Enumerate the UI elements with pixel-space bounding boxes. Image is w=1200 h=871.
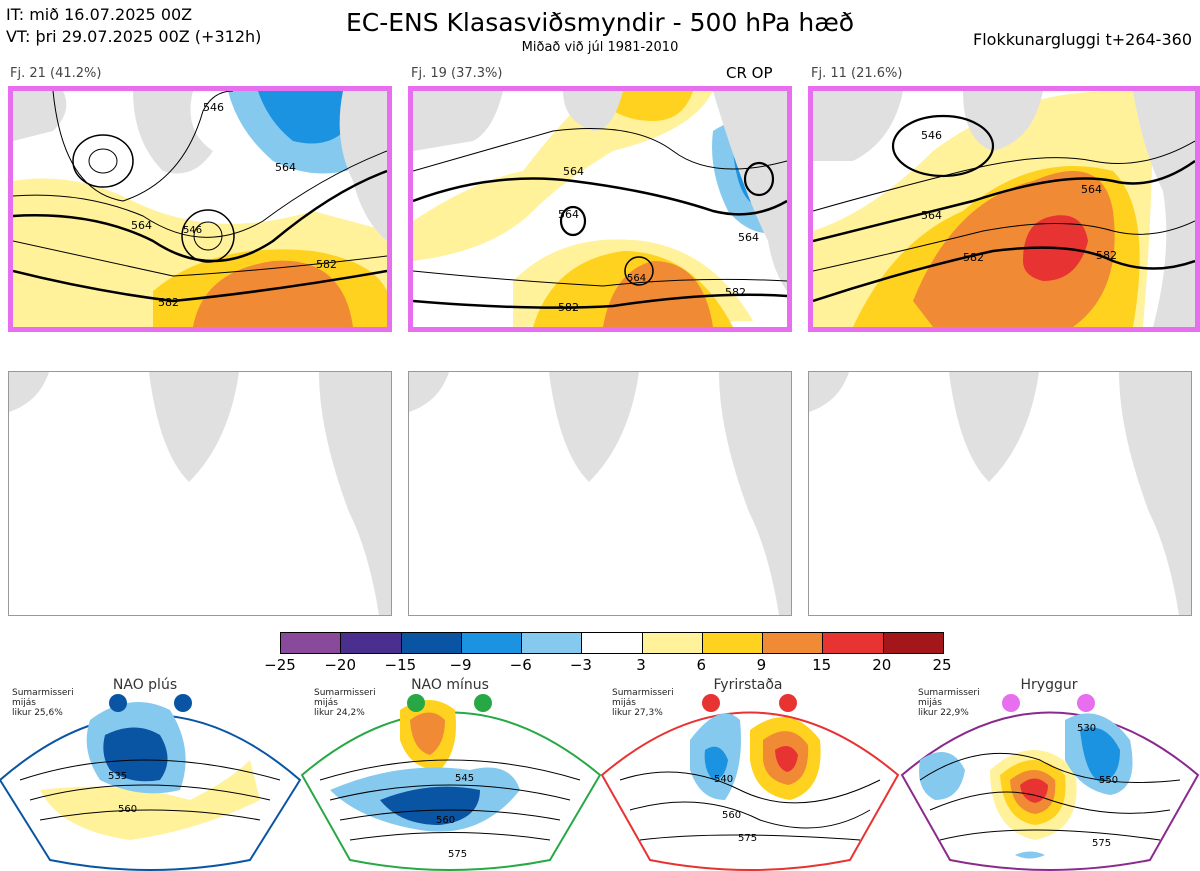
regime-name-blocking: Fyrirstaða: [713, 677, 783, 693]
contour-label: 564: [275, 161, 296, 174]
colorbar-swatch: [823, 633, 884, 653]
colorbar-tick-label: 25: [932, 656, 952, 674]
colorbar-tick-label: 20: [872, 656, 892, 674]
contour-label: 546: [203, 101, 224, 114]
regime-dot: [1002, 694, 1020, 712]
empty-map-1: [8, 371, 392, 616]
colorbar-tick-label: −9: [449, 656, 472, 674]
colorbar-tick-label: −3: [569, 656, 592, 674]
regime-nao-minus: 545 560 575: [300, 694, 602, 871]
colorbar-swatch: [461, 633, 523, 653]
contour-label: 582: [963, 251, 984, 264]
header-init-times: IT: mið 16.07.2025 00Z VT: þri 29.07.202…: [6, 4, 261, 48]
empty-map-2: [408, 371, 792, 616]
regime-info-ridge: Sumarmisseri mijás likur 22,9%: [918, 688, 980, 718]
contour-label: 564: [558, 208, 579, 221]
contour-label: 564: [563, 165, 584, 178]
regime-info-blocking: Sumarmisseri mijás likur 27,3%: [612, 688, 674, 718]
contour-label: 560: [436, 815, 455, 826]
contour-label: 564: [921, 209, 942, 222]
contour-label: 530: [1077, 723, 1096, 734]
contour-label: 575: [448, 849, 467, 860]
colorbar-tick-label: −15: [384, 656, 417, 674]
contour-label: 564: [131, 219, 152, 232]
contour-label: 564: [738, 231, 759, 244]
colorbar-swatch: [582, 633, 643, 653]
regime-ridge: 530 550 575: [900, 694, 1200, 871]
regime-dot: [702, 694, 720, 712]
page-subtitle: Miðað við júl 1981-2010: [521, 40, 679, 55]
colorbar-swatch: [401, 633, 462, 653]
contour-label: 560: [118, 804, 137, 815]
colorbar-tick-label: −20: [324, 656, 356, 674]
regime-dot: [1077, 694, 1095, 712]
classification-window: Flokkunargluggi t+264-360: [973, 30, 1192, 49]
regime-name-nao-plus: NAO plús: [112, 677, 178, 693]
regime-name-ridge: Hryggur: [1020, 677, 1078, 693]
regime-blocking: 540 560 575: [600, 694, 900, 871]
colorbar: [280, 632, 944, 654]
colorbar-swatch: [763, 633, 824, 653]
contour-label: 550: [1099, 775, 1118, 786]
regime-dot: [174, 694, 192, 712]
empty-map-3: [808, 371, 1192, 616]
contour-label: 582: [158, 296, 179, 309]
contour-label: 575: [1092, 838, 1111, 849]
contour-label: 582: [316, 258, 337, 271]
contour-label: 535: [108, 771, 127, 782]
regime-info-nao-plus: Sumarmisseri mijás likur 25,6%: [12, 688, 74, 718]
contour-label: 564: [1081, 183, 1102, 196]
panel-2-label: Fj. 19 (37.3%): [411, 66, 503, 81]
contour-label: 582: [1096, 249, 1117, 262]
regime-dot: [779, 694, 797, 712]
regime-dot: [474, 694, 492, 712]
panel-2-op-marker: CR OP: [726, 64, 773, 82]
colorbar-swatch: [281, 633, 342, 653]
contour-label: 545: [455, 773, 474, 784]
regime-name-nao-minus: NAO mínus: [411, 677, 489, 693]
page-title: EC-ENS Klasasviðsmyndir - 500 hPa hæð: [345, 8, 855, 37]
colorbar-tick-label: 15: [812, 656, 832, 674]
contour-label: 575: [738, 833, 757, 844]
regime-info-nao-minus: Sumarmisseri mijás likur 24,2%: [314, 688, 376, 718]
colorbar-swatch: [642, 633, 703, 653]
cluster-map-2: 564 564 564 582 582 564: [408, 86, 792, 332]
colorbar-swatch: [522, 633, 583, 653]
colorbar-tick-label: 3: [636, 656, 646, 674]
colorbar-swatch: [883, 633, 943, 653]
contour-label: 540: [714, 774, 733, 785]
regime-dot: [407, 694, 425, 712]
colorbar-swatch: [341, 633, 402, 653]
colorbar-tick-label: 6: [696, 656, 707, 674]
cluster-map-1: 564 582 564 582 546 546: [8, 86, 392, 332]
regime-dot: [109, 694, 127, 712]
cluster-map-3: 546 564 564 582 582: [808, 86, 1200, 332]
contour-label: 546: [183, 225, 202, 236]
panel-1-label: Fj. 21 (41.2%): [10, 66, 102, 81]
panel-3-label: Fj. 11 (21.6%): [811, 66, 903, 81]
colorbar-tick-label: 9: [756, 656, 767, 674]
valid-time: VT: þri 29.07.2025 00Z (+312h): [6, 27, 262, 46]
colorbar-tick-label: −25: [264, 656, 296, 674]
contour-label: 560: [722, 810, 741, 821]
colorbar-swatch: [702, 633, 764, 653]
contour-label: 582: [558, 301, 579, 314]
init-time: IT: mið 16.07.2025 00Z: [6, 5, 193, 24]
contour-label: 582: [725, 286, 746, 299]
contour-label: 564: [627, 273, 646, 284]
contour-label: 546: [921, 129, 942, 142]
colorbar-tick-label: −6: [509, 656, 532, 674]
regime-nao-plus: 535 560: [0, 694, 302, 871]
